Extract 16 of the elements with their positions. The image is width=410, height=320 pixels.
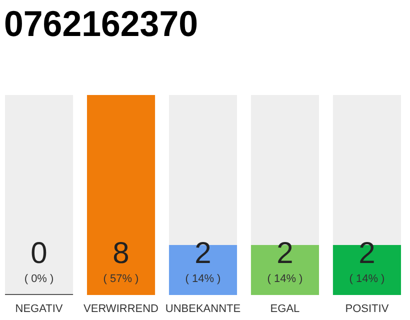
x-tick-label: UNBEKANNTE xyxy=(165,303,241,315)
annotation: ( 0% ) xyxy=(24,273,54,285)
data-label: 2 xyxy=(194,237,212,270)
x-tick-label: NEGATIV xyxy=(15,303,64,315)
data-label: 2 xyxy=(358,237,376,270)
data-label: 2 xyxy=(276,237,294,270)
x-tick-label: EGAL xyxy=(270,303,300,315)
data-label: 0 xyxy=(30,237,48,270)
chart-title: 0762162370 xyxy=(4,3,204,44)
annotation: ( 14% ) xyxy=(267,273,303,285)
annotation: ( 57% ) xyxy=(103,273,139,285)
x-tick-label: VERWIRREND xyxy=(84,303,159,315)
annotation: ( 14% ) xyxy=(349,273,385,285)
annotation: ( 14% ) xyxy=(185,273,221,285)
data-label: 8 xyxy=(112,237,130,270)
x-tick-label: POSITIV xyxy=(345,303,390,315)
